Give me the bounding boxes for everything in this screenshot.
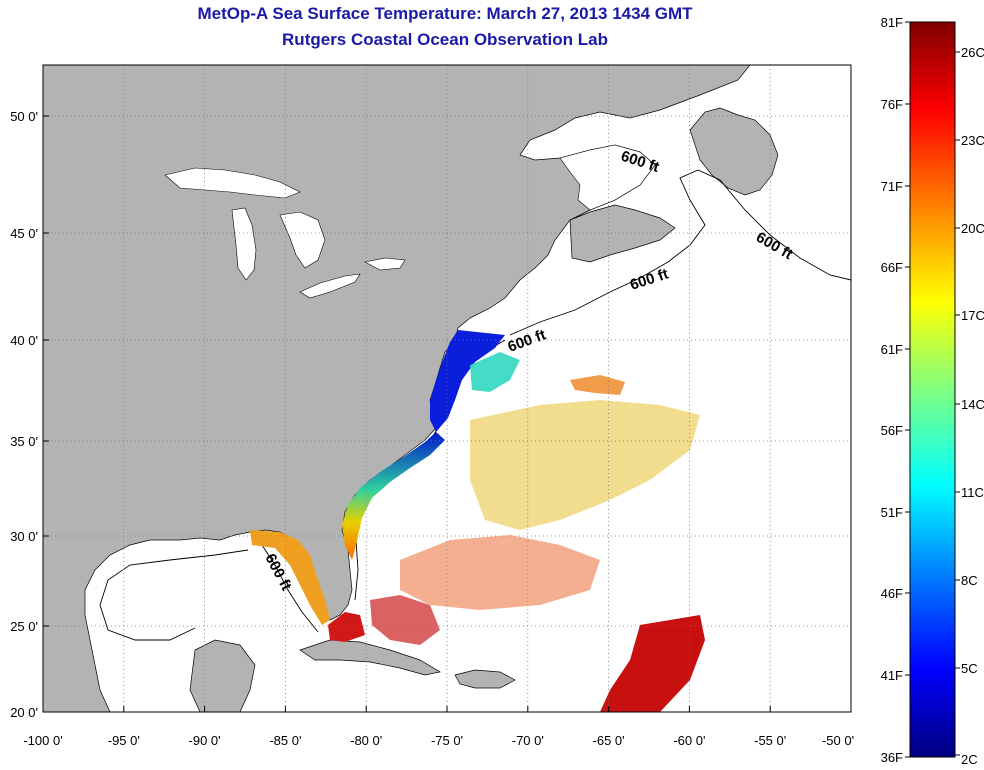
- lake-superior: [164, 167, 301, 199]
- axis-ticks: [42, 115, 852, 713]
- colorbar-f-label: 76F: [881, 97, 903, 112]
- sst-florida-straits: [328, 612, 365, 642]
- lon-label: -75 0': [431, 733, 463, 748]
- sst-east-coast-band: [342, 432, 445, 560]
- colorbar-f-label: 61F: [881, 342, 903, 357]
- colorbar-c-label: 5C: [961, 661, 978, 676]
- lat-label: 30 0': [10, 529, 38, 544]
- colorbar-f-label: 51F: [881, 505, 903, 520]
- colorbar-c-label: 2C: [961, 752, 978, 767]
- colorbar-c-label: 23C: [961, 133, 984, 148]
- map-subtitle: Rutgers Coastal Ocean Observation Lab: [282, 30, 608, 49]
- colorbar-f-label: 36F: [881, 750, 903, 765]
- gulf-st-lawrence: [559, 144, 656, 211]
- latitude-labels: 20 0' 25 0' 30 0' 35 0' 40 0' 45 0' 50 0…: [10, 109, 38, 720]
- sst-florida-west-band: [250, 530, 330, 625]
- lat-label: 45 0': [10, 226, 38, 241]
- graticule: [43, 65, 851, 712]
- colorbar-c-label: 26C: [961, 45, 984, 60]
- sst-gulf-stream-band: [570, 375, 625, 395]
- colorbar-f-label: 46F: [881, 586, 903, 601]
- sst-caribbean-patch: [600, 615, 705, 712]
- sst-bahamas-patch: [370, 595, 440, 645]
- sst-shelf-cyan: [470, 352, 520, 392]
- lon-label: -85 0': [269, 733, 301, 748]
- colorbar-f-label: 71F: [881, 179, 903, 194]
- lon-label: -65 0': [593, 733, 625, 748]
- colorbar-f-label: 66F: [881, 260, 903, 275]
- depth-contour-florida-west: [261, 544, 319, 633]
- lon-label: -60 0': [673, 733, 705, 748]
- lake-michigan: [231, 207, 257, 281]
- sst-southern-patch: [400, 535, 600, 610]
- colorbar-c-label: 20C: [961, 221, 984, 236]
- lake-huron: [279, 211, 326, 269]
- lat-label: 40 0': [10, 333, 38, 348]
- lat-label: 35 0': [10, 434, 38, 449]
- lat-label: 25 0': [10, 619, 38, 634]
- depth-contour-gulf: [99, 549, 249, 641]
- lake-ontario: [364, 257, 406, 271]
- nova-scotia-land: [569, 204, 676, 263]
- lon-label: -55 0': [754, 733, 786, 748]
- sst-mid-atlantic-cold: [430, 330, 505, 432]
- lon-label: -50 0': [822, 733, 854, 748]
- colorbar-c-label: 14C: [961, 397, 984, 412]
- lat-label: 50 0': [10, 109, 38, 124]
- lon-label: -95 0': [108, 733, 140, 748]
- lon-label: -80 0': [350, 733, 382, 748]
- longitude-labels: -100 0' -95 0' -90 0' -85 0' -80 0' -75 …: [23, 733, 854, 748]
- map-title: MetOp-A Sea Surface Temperature: March 2…: [197, 4, 693, 23]
- temperature-colorbar: 81F 76F 71F 66F 61F 56F 51F 46F 41F 36F …: [881, 15, 984, 767]
- colorbar-f-label: 41F: [881, 668, 903, 683]
- lat-label: 20 0': [10, 705, 38, 720]
- lake-erie: [299, 273, 361, 299]
- colorbar-f-label: 56F: [881, 423, 903, 438]
- yucatan-land: [189, 639, 256, 712]
- colorbar-f-label: 81F: [881, 15, 903, 30]
- colorbar-c-label: 11C: [961, 485, 984, 500]
- colorbar-gradient: [909, 21, 956, 758]
- colorbar-c-label: 17C: [961, 308, 984, 323]
- depth-contour-north: [509, 169, 851, 336]
- hispaniola-land: [454, 669, 516, 689]
- cuba-land: [299, 639, 441, 676]
- lon-label: -100 0': [23, 733, 62, 748]
- lon-label: -90 0': [189, 733, 221, 748]
- sst-data-layer: [250, 330, 705, 712]
- colorbar-c-label: 8C: [961, 573, 978, 588]
- lon-label: -70 0': [512, 733, 544, 748]
